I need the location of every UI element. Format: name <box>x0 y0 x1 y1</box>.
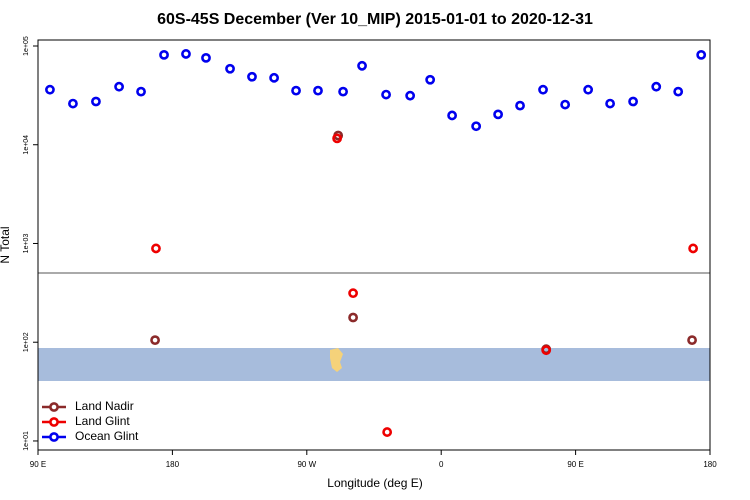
point <box>159 49 169 60</box>
point <box>313 85 323 96</box>
point <box>425 74 436 85</box>
y-tick-label: 1e+05 <box>23 36 30 56</box>
legend-marker <box>49 402 59 412</box>
point <box>447 110 458 121</box>
point <box>560 99 571 110</box>
x-tick-label: 180 <box>166 460 180 469</box>
point <box>357 60 367 71</box>
point <box>405 90 416 101</box>
x-tick-label: 180 <box>703 460 717 469</box>
point <box>628 96 638 107</box>
point <box>381 89 391 100</box>
point <box>45 84 55 95</box>
y-tick-label: 1e+03 <box>23 234 30 254</box>
point <box>338 86 348 97</box>
point <box>151 243 161 254</box>
point <box>348 288 358 299</box>
point <box>150 335 160 346</box>
point <box>114 81 124 92</box>
point <box>651 81 662 92</box>
plot-frame <box>37 39 711 451</box>
point <box>687 335 697 346</box>
x-axis-label: Longitude (deg E) <box>327 476 422 490</box>
point <box>541 345 552 356</box>
legend-label: Ocean Glint <box>75 429 139 443</box>
point <box>583 84 594 95</box>
chart-title: 60S-45S December (Ver 10_MIP) 2015-01-01… <box>157 11 593 28</box>
x-tick-label: 90 W <box>297 460 316 469</box>
point <box>493 109 503 120</box>
point <box>291 85 301 96</box>
y-tick-label: 1e+01 <box>23 431 30 451</box>
point <box>201 52 211 63</box>
map-land <box>330 348 343 372</box>
point <box>382 427 393 437</box>
point <box>181 49 191 59</box>
point <box>538 84 548 95</box>
y-tick-label: 1e+04 <box>23 135 30 155</box>
map-strip <box>38 348 710 381</box>
x-tick-label: 0 <box>439 460 444 469</box>
y-tick-label: 1e+02 <box>23 332 30 352</box>
y-axis-label: N Total <box>0 226 12 263</box>
point <box>515 100 525 111</box>
point <box>605 98 615 109</box>
point <box>673 86 684 97</box>
point <box>348 312 358 323</box>
x-tick-label: 90 E <box>30 460 46 469</box>
point <box>136 86 146 97</box>
point <box>91 96 101 107</box>
x-tick-label: 90 E <box>567 460 583 469</box>
legend-label: Land Nadir <box>75 399 134 413</box>
point <box>696 49 707 60</box>
point <box>471 121 482 132</box>
point <box>688 243 699 254</box>
legend-marker <box>49 432 59 442</box>
point <box>269 72 279 83</box>
legend-label: Land Glint <box>75 414 130 428</box>
legend-marker <box>49 417 59 427</box>
point <box>247 71 257 82</box>
point <box>225 63 235 74</box>
point <box>332 133 343 144</box>
point <box>68 98 78 109</box>
